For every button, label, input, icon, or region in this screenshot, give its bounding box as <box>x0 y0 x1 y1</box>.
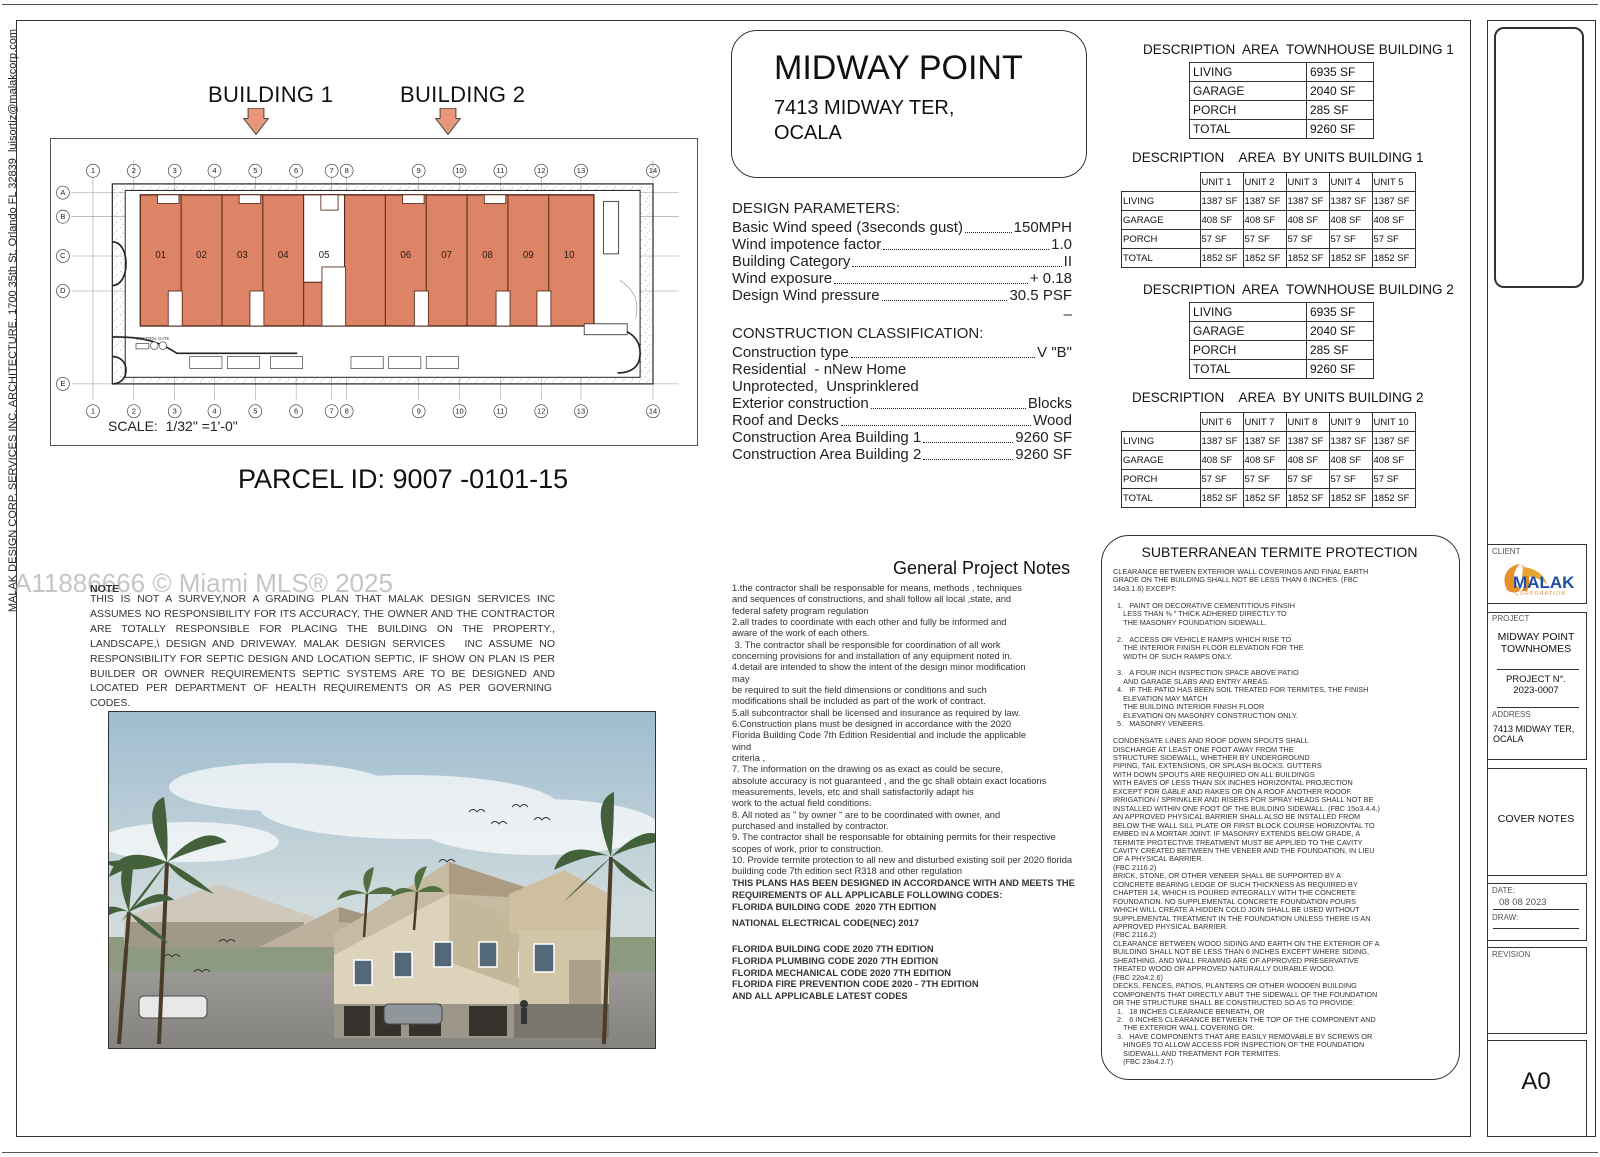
svg-text:9: 9 <box>417 406 421 415</box>
svg-text:8: 8 <box>345 406 349 415</box>
svg-text:CORPORATION: CORPORATION <box>1515 591 1566 597</box>
svg-text:9: 9 <box>417 166 421 175</box>
svg-text:8: 8 <box>345 166 349 175</box>
svg-text:6: 6 <box>294 406 298 415</box>
svg-text:06: 06 <box>400 250 411 261</box>
svg-text:B: B <box>60 212 65 221</box>
svg-text:10: 10 <box>455 406 463 415</box>
svg-text:03: 03 <box>237 250 248 261</box>
svg-text:E: E <box>60 379 65 388</box>
svg-text:12: 12 <box>537 406 545 415</box>
svg-text:08: 08 <box>482 250 493 261</box>
svg-text:12: 12 <box>537 166 545 175</box>
svg-text:2: 2 <box>132 406 136 415</box>
svg-text:7: 7 <box>330 166 334 175</box>
svg-text:10: 10 <box>455 166 463 175</box>
svg-text:04: 04 <box>278 250 289 261</box>
svg-text:D: D <box>60 286 66 295</box>
svg-text:1: 1 <box>91 406 95 415</box>
svg-text:4: 4 <box>212 166 216 175</box>
svg-text:07: 07 <box>441 250 452 261</box>
svg-text:5: 5 <box>253 406 257 415</box>
svg-text:11: 11 <box>496 406 504 415</box>
svg-text:01: 01 <box>155 250 166 261</box>
svg-text:14: 14 <box>649 406 657 415</box>
svg-text:13: 13 <box>577 166 585 175</box>
svg-text:05: 05 <box>319 250 330 261</box>
svg-text:10: 10 <box>564 250 575 261</box>
svg-text:CONTROL GATE: CONTROL GATE <box>136 336 169 341</box>
svg-text:11: 11 <box>496 166 504 175</box>
svg-text:1: 1 <box>91 166 95 175</box>
svg-text:6: 6 <box>294 166 298 175</box>
svg-text:02: 02 <box>196 250 207 261</box>
svg-text:13: 13 <box>577 406 585 415</box>
svg-text:3: 3 <box>173 406 177 415</box>
svg-text:A: A <box>60 188 66 197</box>
svg-text:MALAK: MALAK <box>1513 573 1575 592</box>
svg-text:3: 3 <box>173 166 177 175</box>
svg-text:7: 7 <box>330 406 334 415</box>
svg-text:5: 5 <box>253 166 257 175</box>
svg-text:4: 4 <box>212 406 216 415</box>
svg-text:C: C <box>60 251 66 260</box>
svg-text:14: 14 <box>649 166 657 175</box>
svg-text:2: 2 <box>132 166 136 175</box>
svg-text:09: 09 <box>523 250 534 261</box>
